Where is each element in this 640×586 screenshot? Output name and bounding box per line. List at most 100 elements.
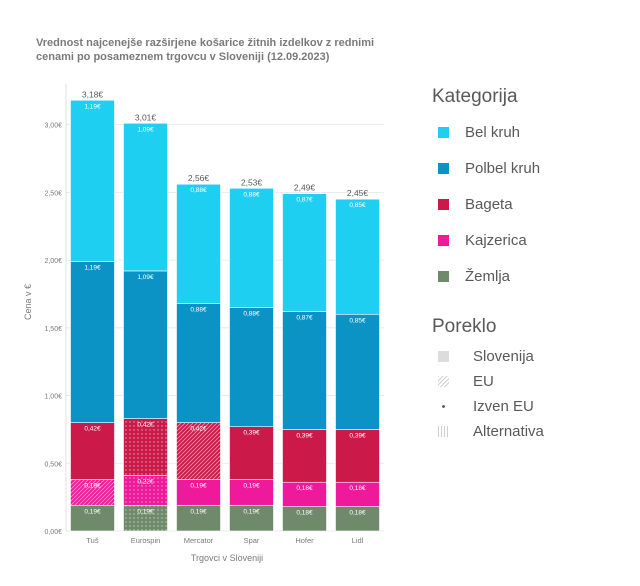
bar-segment (282, 311, 327, 430)
bar-segment-label: 1,19€ (84, 264, 101, 271)
y-tick-label: 0,50€ (44, 461, 62, 468)
bar-segment (70, 504, 115, 532)
bar-segment-label: 0,85€ (349, 317, 366, 324)
category-legend-item: Žemlja (432, 258, 540, 294)
bar-segment (176, 303, 221, 423)
origin-legend-item: Izven EU (432, 394, 544, 419)
legend-swatch (438, 198, 449, 210)
origin-label: EU (473, 373, 494, 390)
legend-swatch (438, 270, 449, 282)
origin-swatch (438, 401, 449, 412)
y-tick-label: 2,50€ (44, 190, 62, 197)
bar-segment-label: 0,19€ (137, 508, 154, 515)
x-tick-label: Spar (244, 536, 260, 545)
legend-label: Bel kruh (465, 123, 521, 141)
y-tick-label: 0,00€ (44, 529, 62, 536)
bar-segment (282, 506, 327, 532)
bar-segment (335, 313, 380, 430)
origin-legend-item: Slovenija (432, 344, 544, 369)
bar-segment-label: 1,19€ (84, 103, 101, 110)
bar-segment (123, 122, 168, 272)
bar-segment-label: 0,85€ (349, 202, 366, 209)
bar-total-label: 2,49€ (294, 183, 316, 193)
bar-segment-label: 0,19€ (84, 483, 101, 490)
category-legend-item: Bel kruh (432, 114, 540, 150)
bar-segment (229, 479, 274, 506)
legend-label: Bageta (465, 195, 513, 213)
origin-swatch (438, 426, 449, 437)
bar-segment-label: 0,39€ (243, 430, 260, 437)
gridlines (66, 124, 384, 532)
category-legend-item: Bageta (432, 186, 540, 222)
x-tick-label: Tuš (86, 536, 98, 545)
bar-segment (282, 429, 327, 483)
bar-total-label: 2,45€ (347, 188, 369, 198)
origin-swatch (438, 351, 449, 362)
bar-segment (70, 99, 115, 262)
bar-segment-label: 0,18€ (349, 485, 366, 492)
bar-segment-label: 0,22€ (137, 478, 154, 485)
bar-segment (70, 261, 115, 423)
bar-segment-label: 0,18€ (296, 510, 313, 517)
category-legend: Kategorija Bel kruh Polbel kruh Bageta Kajz… (432, 86, 540, 294)
bar-segment (229, 504, 274, 532)
bar-segment-label: 0,18€ (349, 510, 366, 517)
bar-segment-label: 1,09€ (137, 126, 154, 133)
bar-segment-label: 0,88€ (243, 311, 260, 318)
y-tick-label: 3,00€ (44, 123, 62, 130)
origin-legend: Poreklo Slovenija EU Izven EU Alternativa (432, 316, 544, 444)
bar-total-label: 3,18€ (82, 89, 104, 99)
bar-segment-label: 0,39€ (349, 432, 366, 439)
origin-swatch (438, 376, 449, 387)
bar-segment-label: 0,87€ (296, 315, 313, 322)
origin-label: Izven EU (473, 398, 534, 415)
y-axis-label: Cena v € (23, 284, 33, 320)
bar-segment-label: 0,42€ (137, 422, 154, 429)
y-axis: 0,00€ 0,50€ 1,00€ 1,50€ 2,00€ 2,50€ 3,00€ (44, 84, 67, 536)
x-tick-label: Mercator (184, 536, 214, 545)
origin-legend-item: Alternativa (432, 419, 544, 444)
category-legend-item: Kajzerica (432, 222, 540, 258)
x-tick-label: Hofer (295, 536, 314, 545)
bar-segment (335, 198, 380, 315)
bar-segment (123, 270, 168, 419)
x-axis: Tuš Eurospin Mercator Spar Hofer Lidl (86, 536, 363, 545)
origin-legend-item: EU (432, 369, 544, 394)
bar-segment-label: 0,19€ (84, 508, 101, 515)
bar-segment-label: 0,88€ (190, 187, 207, 194)
bar-segment (176, 183, 221, 304)
legend-swatch (438, 234, 449, 246)
bar-segment (335, 429, 380, 483)
bars: 0,19€ 0,19€ 0,42€ 1,19€ 1,19€ 3,18€ 0,19€ 0,22€… (70, 89, 380, 532)
bar-segment-label: 1,09€ (137, 274, 154, 281)
bar-segment (335, 481, 380, 507)
x-tick-label: Lidl (352, 536, 364, 545)
bar-segment (123, 504, 168, 532)
bar-segment (70, 422, 115, 480)
origin-label: Slovenija (473, 348, 534, 365)
bar-segment-label: 0,39€ (296, 432, 313, 439)
bar-segment-label: 0,42€ (190, 426, 207, 433)
x-axis-label: Trgovci v Sloveniji (191, 553, 263, 563)
bar-segment (176, 479, 221, 506)
bar-segment-label: 0,87€ (296, 197, 313, 204)
category-legend-title: Kategorija (432, 86, 518, 107)
bar-segment (229, 188, 274, 308)
x-tick-label: Eurospin (131, 536, 161, 545)
bar-segment-label: 0,88€ (190, 306, 207, 313)
legend-label: Polbel kruh (465, 159, 541, 177)
y-tick-label: 1,50€ (44, 326, 62, 333)
bar-segment-label: 0,88€ (243, 191, 260, 198)
bar-segment-label: 0,18€ (296, 485, 313, 492)
bar-total-label: 2,56€ (188, 173, 210, 183)
bar-total-label: 2,53€ (241, 177, 263, 187)
bar-segment-label: 0,19€ (190, 508, 207, 515)
y-tick-label: 2,00€ (44, 258, 62, 265)
legend-swatch (438, 126, 449, 138)
legend-label: Žemlja (465, 267, 511, 285)
category-legend-item: Polbel kruh (432, 150, 540, 186)
legend-swatch (438, 162, 449, 174)
origin-label: Alternativa (473, 423, 544, 440)
bar-segment (282, 193, 327, 312)
